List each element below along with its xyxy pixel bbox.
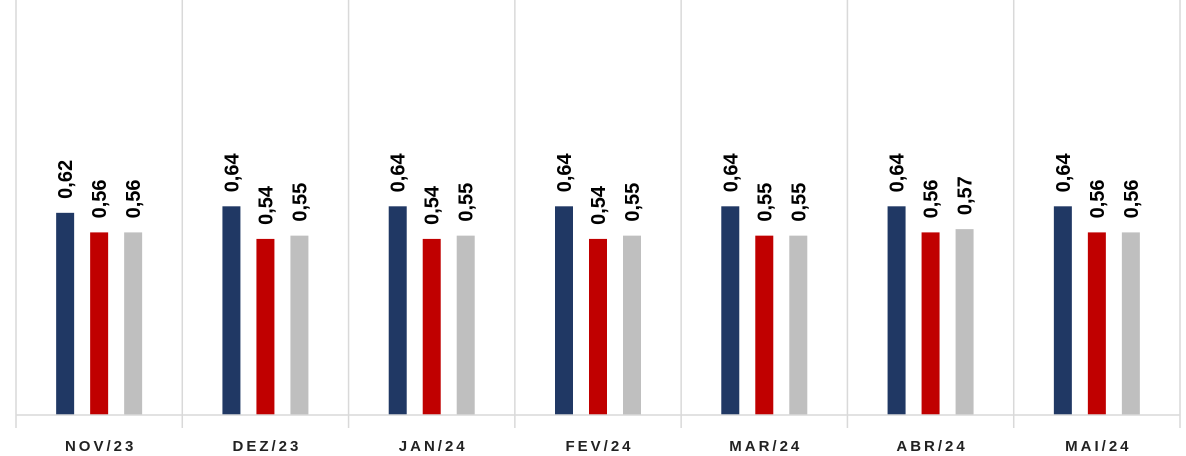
data-label: 0,54: [255, 185, 277, 225]
bar: [623, 235, 641, 415]
data-label: 0,56: [1087, 179, 1109, 218]
bar: [256, 238, 275, 415]
data-label: 0,64: [1053, 153, 1075, 193]
data-label: 0,64: [887, 153, 909, 193]
data-label: 0,56: [1121, 179, 1143, 218]
bar: [290, 235, 309, 415]
data-label: 0,56: [123, 179, 145, 218]
data-label: 0,64: [388, 153, 410, 193]
data-label: 0,55: [754, 183, 776, 222]
bar: [789, 235, 808, 415]
bar: [555, 206, 573, 415]
data-label: 0,56: [921, 179, 943, 218]
category-label: ABR/24: [896, 438, 967, 455]
value-labels-layer: 0,62 0,56 0,56 0,64 0,54 0,55 0,64 0,54 0,55 0,64…: [55, 153, 1143, 225]
data-label: 0,56: [89, 179, 111, 218]
bar: [456, 235, 475, 415]
bar: [721, 206, 740, 415]
bar: [1087, 232, 1106, 415]
bar: [1121, 232, 1140, 415]
data-label: 0,54: [588, 185, 610, 225]
category-label: MAI/24: [1065, 438, 1131, 455]
bar: [90, 232, 109, 415]
data-label: 0,64: [554, 153, 576, 193]
data-label: 0,55: [456, 183, 478, 222]
bar: [755, 235, 774, 415]
bar: [388, 206, 407, 415]
category-label: JAN/24: [399, 438, 468, 455]
category-label: FEV/24: [565, 438, 633, 455]
bar: [56, 212, 75, 415]
bar: [589, 238, 607, 415]
category-labels-layer: NOV/23 DEZ/23 JAN/24 FEV/24 MAR/24 ABR/24 MAI/…: [65, 438, 1131, 455]
data-label: 0,64: [720, 153, 742, 193]
category-label: NOV/23: [65, 438, 136, 455]
category-label: MAR/24: [729, 438, 802, 455]
bar: [124, 232, 143, 415]
data-label: 0,55: [622, 183, 644, 222]
bar: [422, 238, 441, 415]
bar: [955, 229, 974, 415]
category-label: DEZ/23: [232, 438, 301, 455]
bar: [921, 232, 940, 415]
data-label: 0,55: [289, 183, 311, 222]
data-label: 0,64: [221, 153, 243, 193]
data-label: 0,54: [422, 185, 444, 225]
category-gridlines: [15, 0, 1181, 428]
data-label: 0,57: [955, 176, 977, 215]
bar: [887, 206, 906, 415]
data-label: 0,62: [55, 160, 77, 199]
bars-layer: [56, 206, 1140, 415]
data-label: 0,55: [788, 183, 810, 222]
bar: [222, 206, 241, 415]
bar: [1053, 206, 1072, 415]
